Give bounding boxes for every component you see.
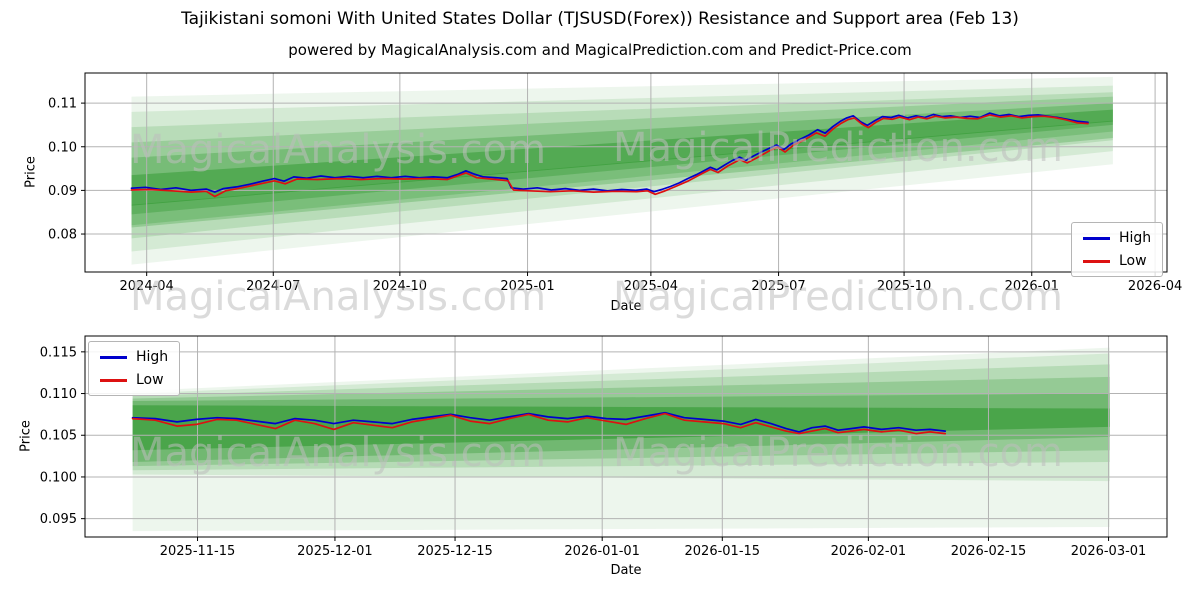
series-high-line xyxy=(131,411,947,433)
forecast-band xyxy=(132,393,1110,462)
x-tick-label: 2025-12-01 xyxy=(297,544,373,559)
forecast-band xyxy=(131,92,1113,239)
low-line-swatch xyxy=(1083,259,1110,263)
y-axis-label-bottom: Price xyxy=(18,420,34,452)
plot-border xyxy=(84,72,1168,273)
low-line-swatch xyxy=(100,378,127,382)
series-high-line xyxy=(130,112,1089,193)
forecast-band xyxy=(132,364,1110,471)
forecast-band xyxy=(132,353,1110,482)
legend-label-high: High xyxy=(1119,230,1152,246)
x-tick-label: 2026-01-01 xyxy=(564,544,640,559)
chart-subtitle: powered by MagicalAnalysis.com and Magic… xyxy=(288,41,912,59)
legend-label-high: High xyxy=(136,349,169,365)
x-axis-label-top: Date xyxy=(610,299,642,314)
y-tick-label: 0.08 xyxy=(48,228,77,243)
legend-top-chart: High Low xyxy=(1071,222,1164,277)
x-tick-label: 2026-03-01 xyxy=(1071,544,1147,559)
forecast-band xyxy=(132,405,1110,451)
y-tick-label: 0.09 xyxy=(48,184,77,199)
x-tick-label: 2026-04 xyxy=(1128,279,1182,294)
x-tick-label: 2026-02-15 xyxy=(951,544,1027,559)
legend-item-high: High xyxy=(100,349,168,365)
y-axis-label-top: Price xyxy=(23,156,39,188)
legend-bottom-chart: High Low xyxy=(88,341,181,396)
y-tick-label: 0.095 xyxy=(40,512,77,527)
legend-item-high: High xyxy=(1083,230,1151,246)
plot-border xyxy=(84,335,1168,538)
series-low-line xyxy=(131,412,947,435)
legend-label-low: Low xyxy=(1119,253,1147,269)
chart-title: Tajikistani somoni With United States Do… xyxy=(181,9,1019,29)
x-tick-label: 2026-02-01 xyxy=(831,544,907,559)
x-tick-label: 2025-04 xyxy=(624,279,678,294)
x-tick-label: 2025-10 xyxy=(877,279,931,294)
x-tick-label: 2026-01 xyxy=(1005,279,1059,294)
series-low-line xyxy=(130,114,1089,198)
x-tick-label: 2025-01 xyxy=(500,279,554,294)
forecast-band xyxy=(131,109,1113,206)
forecast-band xyxy=(131,76,1113,265)
y-tick-label: 0.11 xyxy=(48,97,77,112)
x-tick-label: 2024-04 xyxy=(120,279,174,294)
y-tick-label: 0.105 xyxy=(40,429,77,444)
forecast-band xyxy=(131,103,1113,215)
x-tick-label: 2025-12-15 xyxy=(417,544,493,559)
x-axis-label-bottom: Date xyxy=(610,563,642,578)
legend-item-low: Low xyxy=(100,372,168,388)
forecast-band xyxy=(131,120,1113,228)
high-line-swatch xyxy=(1083,236,1110,240)
x-tick-label: 2026-01-15 xyxy=(685,544,761,559)
legend-label-low: Low xyxy=(136,372,164,388)
x-tick-label: 2024-10 xyxy=(373,279,427,294)
y-tick-label: 0.110 xyxy=(40,387,77,402)
y-tick-label: 0.100 xyxy=(40,470,77,485)
high-line-swatch xyxy=(100,355,127,359)
forecast-band xyxy=(132,376,1110,467)
x-tick-label: 2024-07 xyxy=(246,279,300,294)
x-tick-label: 2025-11-15 xyxy=(160,544,236,559)
legend-item-low: Low xyxy=(1083,253,1151,269)
x-tick-label: 2025-07 xyxy=(751,279,805,294)
y-tick-label: 0.115 xyxy=(40,345,77,360)
y-tick-label: 0.10 xyxy=(48,140,77,155)
forecast-band xyxy=(131,96,1113,226)
